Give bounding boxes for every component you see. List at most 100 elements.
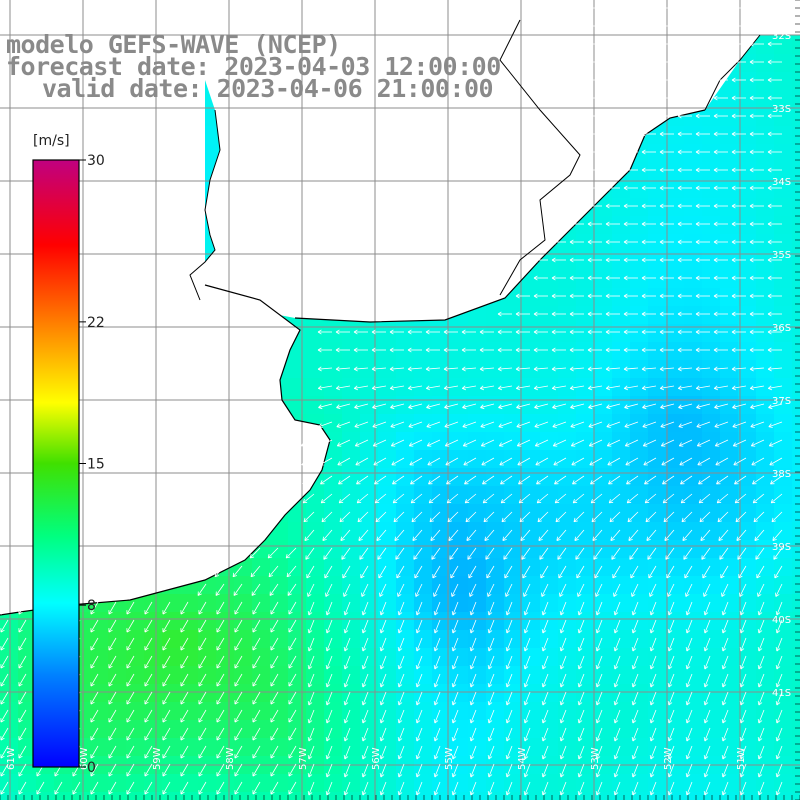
speed-cell xyxy=(360,630,378,648)
speed-cell xyxy=(396,360,414,378)
wind-arrow-head xyxy=(642,404,647,410)
speed-cell xyxy=(720,702,738,720)
wind-arrow-head xyxy=(595,755,601,760)
speed-cell xyxy=(702,378,720,396)
wind-arrow-head xyxy=(739,629,745,634)
wind-arrow-head xyxy=(0,718,5,723)
speed-cell xyxy=(486,630,504,648)
wind-arrow xyxy=(553,439,567,447)
wind-arrow-head xyxy=(767,23,772,29)
wind-arrow-head xyxy=(595,701,601,706)
wind-arrow xyxy=(180,691,189,705)
speed-cell xyxy=(702,342,720,360)
speed-cell xyxy=(756,162,774,180)
speed-cell xyxy=(792,54,800,72)
wind-arrow xyxy=(390,421,405,428)
wind-arrow-head xyxy=(713,293,718,299)
wind-arrow xyxy=(596,763,603,778)
wind-arrow-head xyxy=(324,574,329,579)
speed-cell xyxy=(684,360,702,378)
speed-cell xyxy=(180,774,198,792)
wind-arrow xyxy=(668,601,675,616)
wind-arrow-head xyxy=(587,275,592,281)
wind-arrow xyxy=(144,673,153,687)
speed-cell xyxy=(342,414,360,432)
wind-arrow xyxy=(771,511,783,523)
wind-arrow-head xyxy=(533,347,538,353)
wind-arrow-head xyxy=(126,610,131,615)
wind-arrow xyxy=(680,493,693,504)
wind-arrow xyxy=(90,709,99,723)
wind-arrow-head xyxy=(641,23,646,29)
wind-arrow xyxy=(108,745,117,759)
wind-arrow xyxy=(721,583,729,597)
wind-arrow-head xyxy=(613,629,619,634)
speed-cell xyxy=(270,630,288,648)
wind-arrow-head xyxy=(487,647,493,652)
speed-cell xyxy=(90,648,108,666)
wind-arrow-head xyxy=(660,423,665,428)
wind-arrow-head xyxy=(533,275,538,281)
wind-arrow-head xyxy=(317,347,322,353)
wind-arrow xyxy=(144,727,153,741)
speed-cell xyxy=(252,594,270,612)
wind-arrow-head xyxy=(426,423,431,428)
speed-cell xyxy=(558,450,576,468)
speed-cell xyxy=(180,792,198,800)
wind-arrow-head xyxy=(162,754,167,759)
wind-arrow-head xyxy=(631,665,637,670)
speed-cell xyxy=(576,522,594,540)
wind-arrow xyxy=(752,493,765,504)
wind-arrow xyxy=(336,367,351,370)
wind-arrow-head xyxy=(641,385,647,391)
wind-arrow xyxy=(704,655,711,670)
speed-cell xyxy=(558,630,576,648)
speed-cell xyxy=(774,702,792,720)
wind-arrow xyxy=(270,781,279,795)
speed-cell xyxy=(144,720,162,738)
wind-arrow-head xyxy=(721,592,726,597)
speed-cell xyxy=(702,702,720,720)
speed-cell xyxy=(630,738,648,756)
wind-arrow-head xyxy=(353,366,358,372)
wind-arrow-head xyxy=(587,185,592,191)
wind-arrow-head xyxy=(695,59,700,65)
wind-arrow xyxy=(716,493,729,504)
speed-cell xyxy=(306,486,324,504)
speed-cell xyxy=(648,378,666,396)
wind-arrow xyxy=(613,583,621,597)
wind-arrow xyxy=(180,781,189,795)
speed-cell xyxy=(594,522,612,540)
wind-arrow-head xyxy=(415,647,421,652)
wind-arrow-head xyxy=(323,555,328,560)
wind-arrow xyxy=(234,781,243,795)
wind-arrow-head xyxy=(737,555,742,560)
speed-cell xyxy=(756,288,774,306)
wind-arrow-head xyxy=(144,754,149,759)
wind-arrow-head xyxy=(451,701,457,706)
speed-cell xyxy=(756,738,774,756)
wind-arrow-head xyxy=(444,423,449,428)
speed-cell xyxy=(306,594,324,612)
speed-cell xyxy=(630,594,648,612)
wind-arrow-head xyxy=(680,480,685,485)
wind-arrow xyxy=(432,565,441,579)
speed-cell xyxy=(648,432,666,450)
wind-arrow-head xyxy=(72,772,77,777)
wind-arrow-head xyxy=(18,718,23,723)
speed-cell xyxy=(414,702,432,720)
wind-arrow-head xyxy=(234,682,239,687)
speed-cell xyxy=(720,90,738,108)
wind-arrow-head xyxy=(749,239,754,245)
speed-cell xyxy=(594,792,612,800)
wind-arrow-head xyxy=(767,167,772,173)
speed-cell xyxy=(774,36,792,54)
speed-cell xyxy=(720,216,738,234)
wind-arrow-head xyxy=(659,203,664,209)
speed-cell xyxy=(324,666,342,684)
wind-arrow-head xyxy=(307,647,313,652)
wind-arrow xyxy=(776,673,783,688)
lon-label: 53W xyxy=(590,747,601,770)
wind-arrow-head xyxy=(767,77,772,83)
wind-arrow xyxy=(480,385,495,389)
